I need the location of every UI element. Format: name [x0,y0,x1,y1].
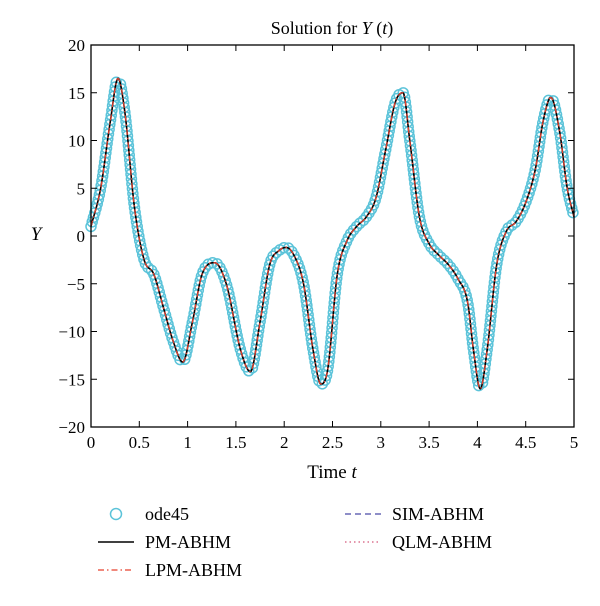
legend: ode45 PM-ABHM LPM-ABHM SIM-ABHM QLM-ABHM [98,504,492,580]
lpm-abhm-line [90,77,575,390]
x-tick-label: 3 [377,433,386,452]
ode45-marker [354,217,366,230]
ode45-marker [506,219,518,231]
y-tick-label: 20 [68,36,85,55]
legend-label-pm-abhm: PM-ABHM [145,532,231,552]
legend-label-ode45: ode45 [145,504,189,524]
x-tick-label: 5 [570,433,579,452]
chart-title: Solution for Y (t) [271,18,394,39]
ode45-marker [142,261,154,274]
ode45-marker [350,220,363,233]
legend-label-qlm-abhm: QLM-ABHM [392,532,492,552]
x-tick-label: 0.5 [129,433,150,452]
y-tick-label: 15 [68,84,85,103]
ode45-marker [347,224,360,236]
ode45-marker [425,241,437,253]
y-tick-label: −5 [67,275,85,294]
x-tick-label: 2.5 [322,433,343,452]
x-tick-label: 4.5 [515,433,536,452]
y-tick-label: 0 [77,227,86,246]
x-tick-label: 4 [473,433,482,452]
y-tick-label: −15 [58,370,85,389]
ode45-marker [567,206,579,219]
x-tick-label: 0 [87,433,96,452]
plot-area [85,76,579,392]
ode45-marker [431,248,444,260]
plot-frame [90,44,575,428]
x-tick-label: 1 [183,433,192,452]
x-axis-label: Time t [307,462,357,483]
legend-label-sim-abhm: SIM-ABHM [392,504,484,524]
y-tick-label: −20 [58,418,85,437]
ode45-marker [441,257,454,270]
ode45-marker [344,227,357,240]
ode45-marker [438,254,450,266]
y-tick-label: 5 [77,179,86,198]
ode45-marker [565,202,578,214]
y-tick-label: −10 [58,323,85,342]
legend-swatch-ode45 [109,507,123,521]
ode45-marker [434,251,447,263]
y-axis-label: Y [31,224,44,245]
x-tick-label: 2 [280,433,289,452]
x-tick-label: 3.5 [418,433,439,452]
axis-ticks: 0 0.5 1 1.5 2 2.5 3 3.5 4 4.5 5 −20 −15 −10 −5 0 5 10 15 20 [58,36,578,452]
x-tick-label: 1.5 [225,433,246,452]
ode45-marker [357,214,370,227]
ode45-marker [428,244,440,257]
y-tick-label: 10 [68,132,85,151]
ode45-marker [267,250,279,262]
legend-label-lpm-abhm: LPM-ABHM [145,560,242,580]
